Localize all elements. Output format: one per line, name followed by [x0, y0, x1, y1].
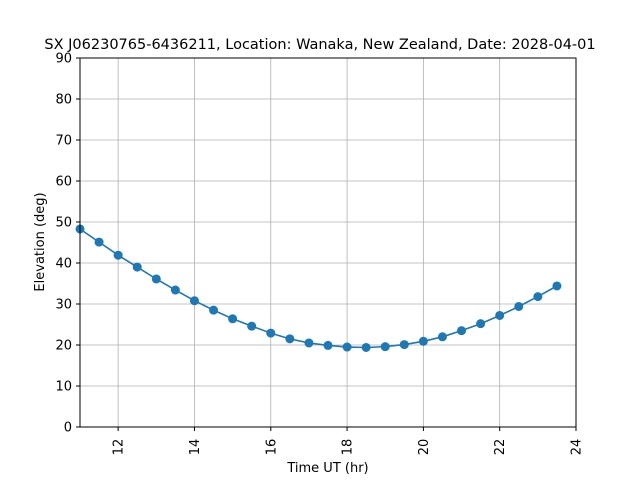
x-tick-label: 16 [264, 439, 279, 456]
data-point [94, 237, 104, 247]
y-tick-label: 30 [55, 298, 72, 313]
data-point [437, 332, 447, 342]
data-point [361, 342, 371, 352]
data-point [266, 328, 276, 338]
data-point [495, 310, 505, 320]
x-tick-label: 18 [341, 439, 356, 456]
grid [80, 57, 577, 428]
y-tick-label: 70 [55, 134, 72, 149]
data-point [285, 334, 295, 344]
y-tick-label: 10 [55, 380, 72, 395]
data-point [418, 336, 428, 346]
y-tick-label: 60 [55, 175, 72, 190]
x-axis-ticks: 12 14 16 18 20 22 24 [112, 427, 585, 455]
data-point [304, 338, 314, 348]
y-tick-label: 0 [64, 421, 72, 436]
x-tick-label: 20 [417, 439, 432, 456]
x-tick-label: 24 [570, 439, 585, 456]
x-tick-label: 14 [188, 439, 203, 456]
plot-frame [79, 57, 577, 428]
data-point [323, 340, 333, 350]
y-tick-label: 50 [55, 216, 72, 231]
y-tick-label: 20 [55, 339, 72, 354]
data-point [113, 250, 123, 260]
data-point [170, 285, 180, 295]
data-point [209, 305, 219, 315]
y-tick-label: 80 [55, 93, 72, 108]
data-point [380, 342, 390, 352]
data-point [533, 292, 543, 302]
y-tick-label: 40 [55, 257, 72, 272]
data-point [399, 340, 409, 350]
data-point [552, 281, 562, 291]
data-point [247, 321, 257, 331]
y-tick-label: 90 [55, 52, 72, 67]
data-point [132, 262, 142, 272]
data-point [189, 296, 199, 306]
y-axis-label: Elevation (deg) [33, 192, 48, 291]
y-axis-ticks: 0 10 20 30 40 50 60 70 80 90 [55, 52, 80, 436]
x-tick-label: 22 [493, 439, 508, 456]
series-elevation [75, 224, 562, 352]
chart-title: SX J06230765-6436211, Location: Wanaka, … [44, 37, 595, 53]
data-point [514, 301, 524, 311]
x-axis-label: Time UT (hr) [286, 461, 368, 476]
data-point [476, 319, 486, 329]
series-line [79, 228, 558, 349]
data-point [457, 326, 467, 336]
data-point [342, 342, 352, 352]
data-point [151, 274, 161, 284]
data-point [228, 314, 238, 324]
x-tick-label: 12 [112, 439, 127, 456]
